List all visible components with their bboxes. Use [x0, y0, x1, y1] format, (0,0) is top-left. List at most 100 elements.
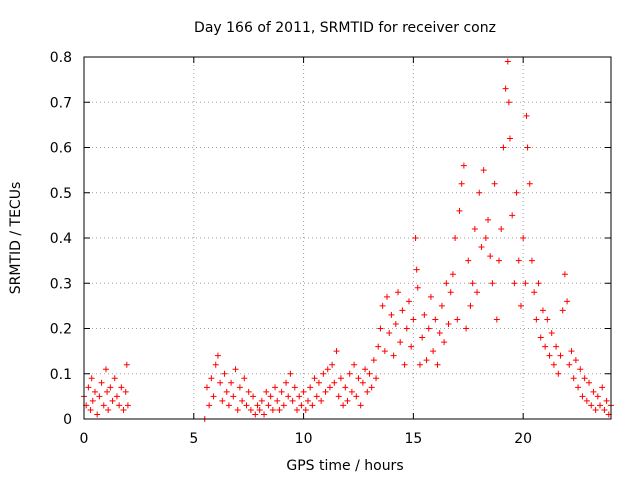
data-point: [471, 225, 478, 232]
data-point: [559, 307, 566, 314]
data-point: [105, 406, 112, 413]
data-point: [359, 379, 366, 386]
data-point: [502, 85, 509, 92]
data-points: [81, 58, 614, 422]
data-point: [423, 357, 430, 364]
data-point: [550, 361, 557, 368]
data-point: [223, 388, 230, 395]
data-point: [104, 388, 111, 395]
data-point: [531, 289, 538, 296]
data-point: [219, 397, 226, 404]
data-point: [467, 302, 474, 309]
x-tick-label: 0: [80, 431, 89, 447]
data-point: [478, 244, 485, 251]
data-point: [425, 325, 432, 332]
data-point: [487, 253, 494, 260]
data-point: [232, 366, 239, 373]
data-point: [258, 397, 265, 404]
data-point: [401, 361, 408, 368]
y-tick-label: 0.5: [50, 186, 72, 202]
data-point: [280, 402, 287, 409]
data-point: [287, 370, 294, 377]
data-point: [342, 384, 349, 391]
data-point: [289, 397, 296, 404]
chart-title: Day 166 of 2011, SRMTID for receiver con…: [194, 20, 496, 36]
data-point: [441, 339, 448, 346]
data-point: [505, 99, 512, 106]
data-point: [344, 397, 351, 404]
data-point: [304, 397, 311, 404]
data-point: [566, 361, 573, 368]
data-point: [320, 370, 327, 377]
data-point: [436, 330, 443, 337]
data-point: [214, 352, 221, 359]
data-point: [245, 388, 252, 395]
y-tick-label: 0.2: [50, 322, 72, 338]
data-point: [572, 357, 579, 364]
data-point: [109, 397, 116, 404]
data-point: [346, 370, 353, 377]
data-point: [252, 411, 259, 418]
data-point: [302, 406, 309, 413]
data-point: [577, 366, 584, 373]
data-point: [586, 379, 593, 386]
data-point: [449, 271, 456, 278]
data-point: [241, 375, 248, 382]
data-point: [353, 393, 360, 400]
x-tick-label: 5: [189, 431, 198, 447]
data-point: [278, 388, 285, 395]
data-point: [491, 180, 498, 187]
data-point: [333, 348, 340, 355]
data-point: [539, 307, 546, 314]
plot-frame: [83, 56, 612, 420]
data-point: [243, 402, 250, 409]
data-point: [498, 225, 505, 232]
data-point: [493, 316, 500, 323]
data-point: [443, 280, 450, 287]
data-point: [395, 289, 402, 296]
data-point: [456, 207, 463, 214]
data-point: [94, 411, 101, 418]
data-point: [337, 375, 344, 382]
data-point: [564, 298, 571, 305]
data-point: [366, 370, 373, 377]
data-point: [230, 393, 237, 400]
data-point: [234, 406, 241, 413]
x-tick-label: 15: [404, 431, 422, 447]
data-point: [496, 257, 503, 264]
data-point: [421, 311, 428, 318]
data-point: [397, 339, 404, 346]
y-tick-label: 0: [63, 412, 72, 428]
data-point: [509, 212, 516, 219]
data-point: [592, 406, 599, 413]
data-point: [326, 384, 333, 391]
data-point: [247, 406, 254, 413]
data-point: [557, 352, 564, 359]
data-point: [124, 402, 131, 409]
data-point: [542, 343, 549, 350]
data-point: [419, 334, 426, 341]
data-point: [322, 388, 329, 395]
data-point: [87, 406, 94, 413]
data-point: [504, 58, 511, 65]
data-point: [588, 402, 595, 409]
data-point: [225, 402, 232, 409]
data-point: [263, 388, 270, 395]
x-tick-label: 10: [295, 431, 313, 447]
data-point: [511, 280, 518, 287]
data-point: [261, 411, 268, 418]
data-point: [91, 388, 98, 395]
x-tick-label: 20: [514, 431, 532, 447]
data-point: [403, 325, 410, 332]
data-point: [405, 298, 412, 305]
data-point: [392, 320, 399, 327]
data-point: [416, 361, 423, 368]
x-axis-label: GPS time / hours: [286, 458, 403, 474]
data-point: [351, 361, 358, 368]
data-point: [348, 388, 355, 395]
data-point: [517, 302, 524, 309]
data-point: [96, 393, 103, 400]
data-point: [206, 402, 213, 409]
data-point: [300, 388, 307, 395]
data-point: [296, 393, 303, 400]
